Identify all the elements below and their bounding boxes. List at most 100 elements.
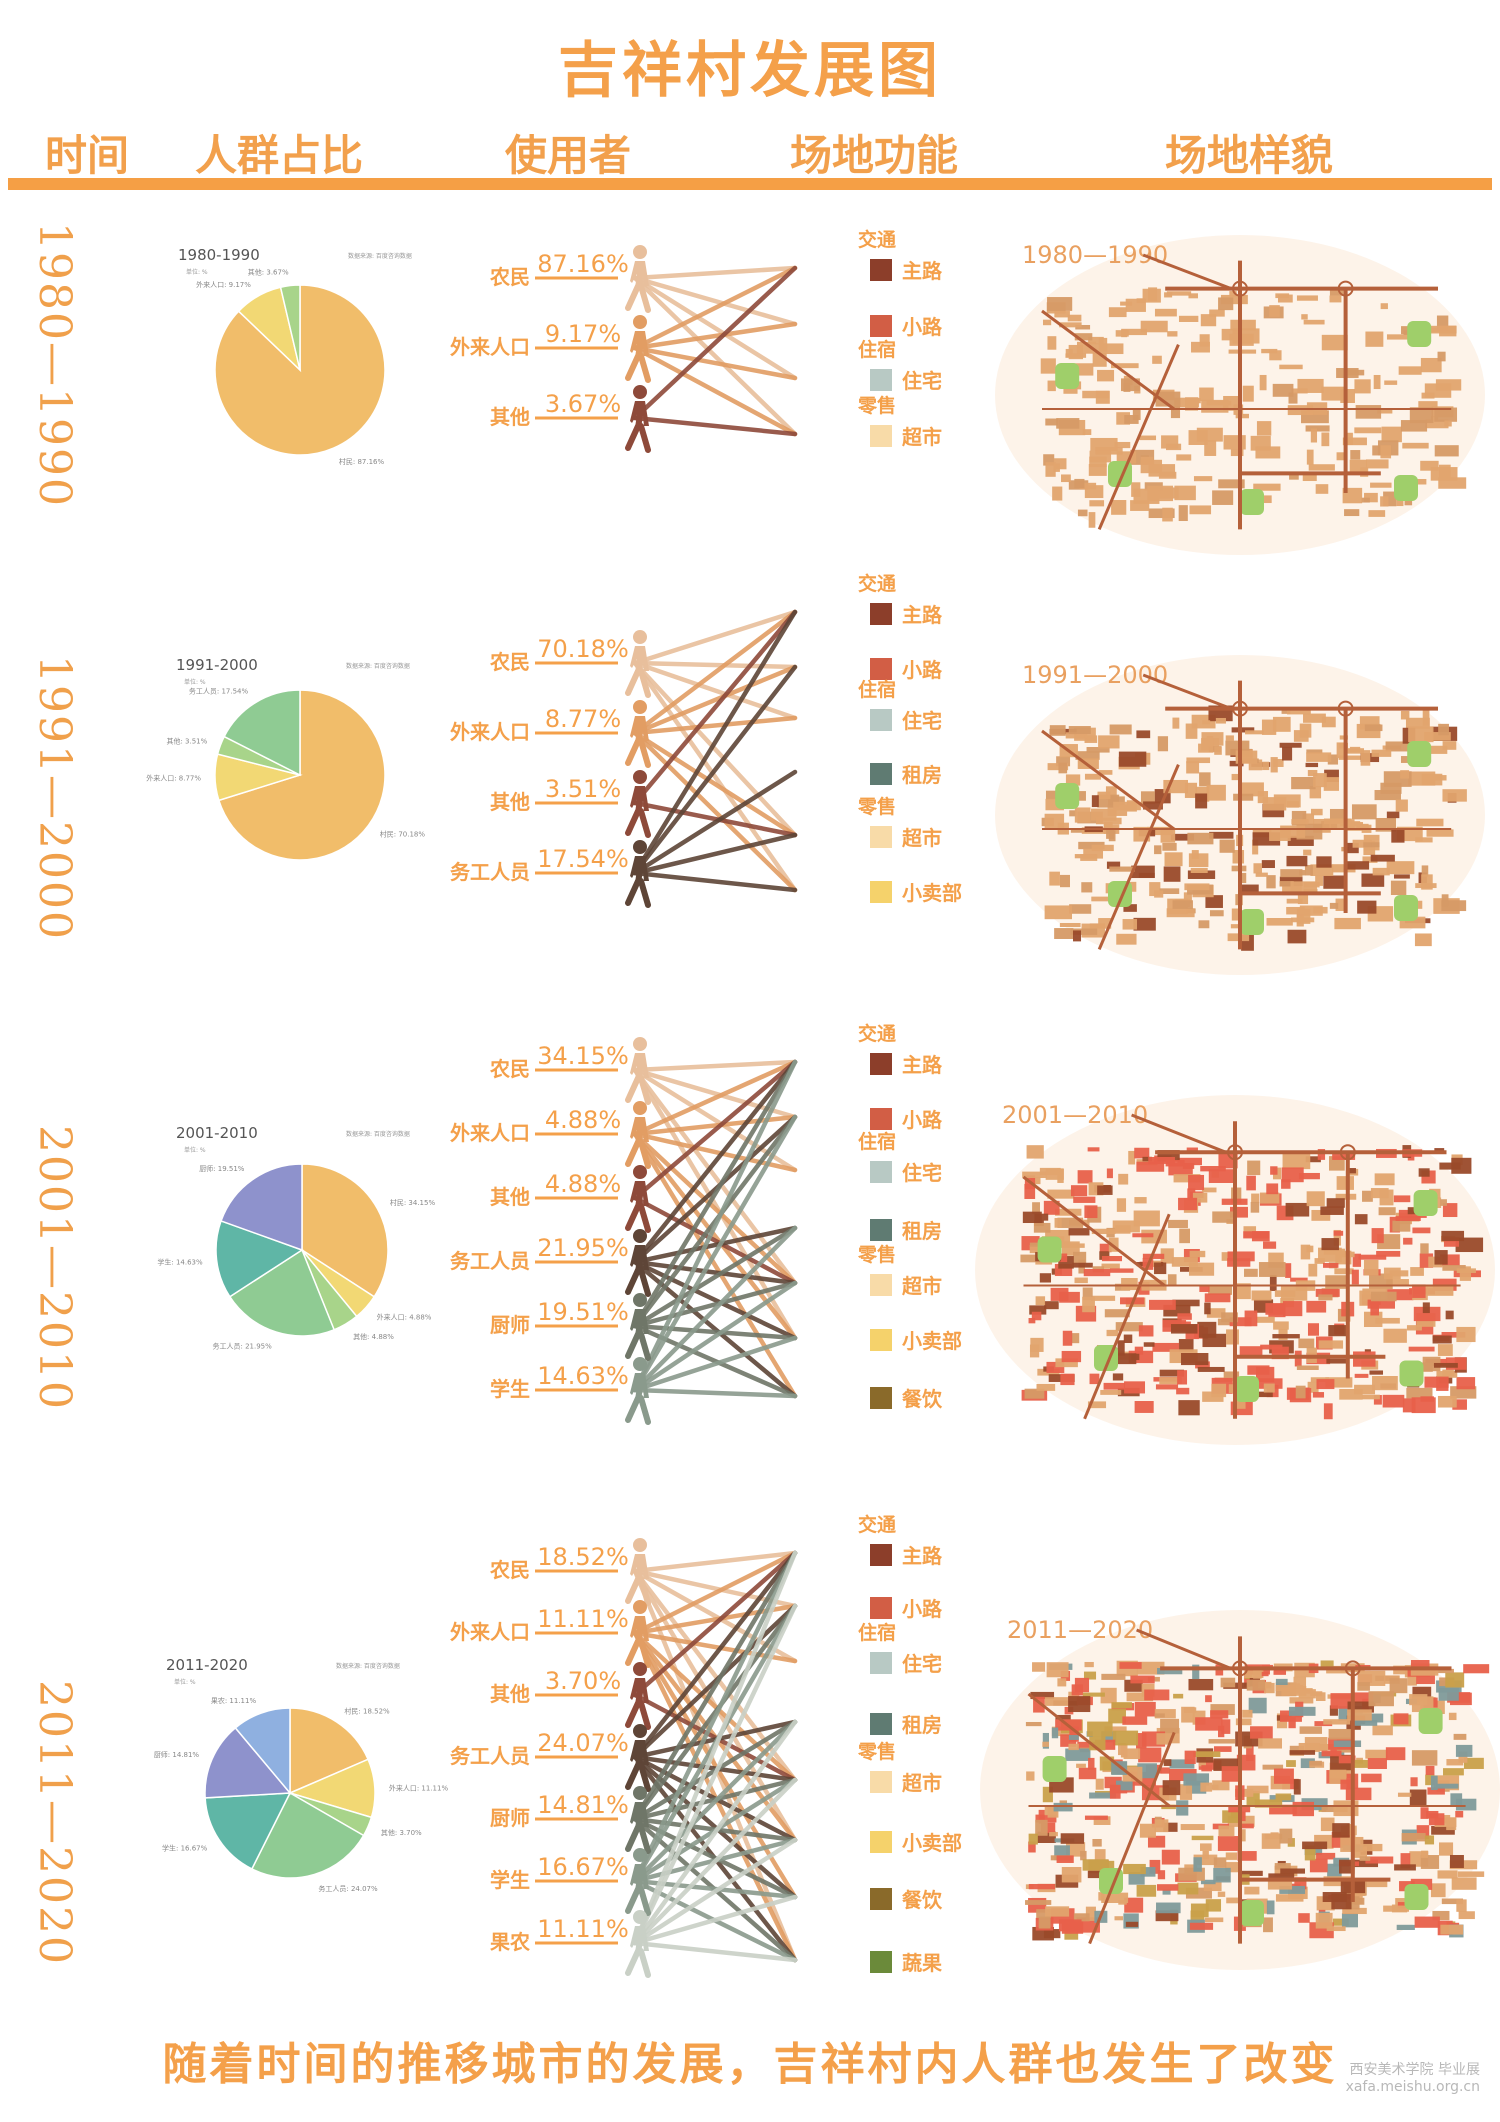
map-building — [1439, 1162, 1461, 1170]
map-building — [1316, 856, 1332, 868]
map-building — [1255, 446, 1281, 459]
map-building — [1315, 1692, 1326, 1701]
map-building — [1083, 1268, 1111, 1277]
map-building — [1246, 1175, 1256, 1191]
map-building — [1260, 1344, 1283, 1350]
map-building — [1197, 1366, 1225, 1372]
map-building — [1157, 1884, 1179, 1891]
map-building — [1296, 295, 1318, 301]
map-building — [1446, 1817, 1457, 1831]
user-row: 农民 34.15% — [489, 1037, 651, 1105]
link-line — [632, 265, 798, 421]
link-line — [632, 1568, 798, 1783]
pie-slice-label: 其他: 4.88% — [353, 1332, 394, 1341]
map-building — [1219, 839, 1235, 853]
person-walking-icon — [625, 1293, 651, 1361]
map-building — [1115, 1780, 1133, 1791]
map-building — [1088, 1757, 1095, 1770]
pie-slice — [234, 1707, 291, 1796]
user-percentage: 70.18% — [537, 635, 629, 663]
map-building — [1028, 1833, 1038, 1845]
map-building — [1251, 1193, 1260, 1203]
map-building — [1427, 1787, 1445, 1795]
map-building — [1079, 482, 1097, 490]
map-building — [1410, 1777, 1418, 1787]
link-line — [632, 1719, 798, 1884]
person-walking-icon — [625, 1229, 651, 1297]
map-building — [1170, 1324, 1198, 1334]
map-building — [1082, 390, 1110, 399]
map-building — [1227, 1251, 1255, 1262]
map-building — [1457, 1871, 1485, 1877]
map-building — [1281, 1167, 1304, 1183]
map-building — [1252, 839, 1259, 855]
map-building — [1154, 845, 1162, 855]
map-building — [1362, 1394, 1380, 1400]
map-building — [1173, 1693, 1184, 1699]
map-building — [1270, 757, 1278, 773]
map-building — [1389, 1678, 1408, 1694]
pie-unit: 单位: % — [174, 1678, 196, 1686]
map-building — [1274, 1863, 1291, 1870]
link-line — [632, 800, 798, 838]
function-group-label: 零售 — [857, 1740, 896, 1763]
user-name: 其他 — [490, 1682, 530, 1706]
map-building — [1261, 348, 1278, 354]
map-building — [1154, 890, 1164, 898]
function-swatch — [870, 1771, 892, 1793]
map-building — [1068, 1228, 1090, 1236]
map-building — [1026, 1771, 1035, 1781]
map-building — [1342, 1907, 1367, 1915]
map-building — [1163, 1822, 1178, 1832]
map-building — [1416, 1362, 1433, 1372]
pie-slice — [215, 1219, 304, 1298]
map-roundabout — [1337, 700, 1354, 717]
map-building — [1107, 804, 1128, 816]
function-group-label: 零售 — [857, 795, 896, 818]
map-building — [1177, 1370, 1188, 1385]
user-percentage: 16.67% — [537, 1853, 629, 1881]
link-line — [632, 1940, 798, 1963]
map-green-space — [1240, 1900, 1264, 1926]
map-building — [1109, 866, 1135, 872]
map-building — [1251, 1231, 1270, 1242]
map-building — [1203, 1882, 1222, 1892]
map-building — [1136, 730, 1151, 739]
map-building — [1371, 1228, 1384, 1244]
header-divider — [8, 178, 1492, 190]
map-building — [1109, 1784, 1121, 1799]
map-building — [1218, 1725, 1225, 1738]
map-building — [1139, 435, 1157, 441]
link-line — [632, 1059, 798, 1137]
map-building — [1209, 831, 1234, 839]
map-building — [1313, 773, 1327, 788]
function-swatch — [870, 1888, 892, 1910]
map-building — [1049, 725, 1066, 736]
link-line — [632, 1225, 798, 1393]
map-building — [1430, 1775, 1438, 1791]
map-building — [1303, 713, 1326, 723]
map-building — [1458, 1751, 1468, 1763]
map-building — [1357, 900, 1377, 914]
map-diagonal-road — [1142, 673, 1232, 711]
map-building — [1394, 1864, 1416, 1871]
user-name: 外来人口 — [450, 335, 530, 359]
map-building — [1456, 1377, 1476, 1390]
map-building — [1340, 1779, 1351, 1790]
function-label: 小卖部 — [902, 1831, 962, 1855]
map-building — [1438, 1687, 1459, 1701]
map-building — [1450, 1386, 1477, 1399]
map-building — [1262, 797, 1287, 811]
map-building — [1123, 1863, 1146, 1875]
map-building — [1312, 1392, 1325, 1398]
user-row: 其他 3.70% — [490, 1662, 651, 1730]
map-building — [1229, 1317, 1252, 1327]
map-building — [1342, 437, 1367, 446]
link-line — [632, 609, 798, 806]
map-building — [1325, 1275, 1349, 1289]
link-line — [632, 1114, 798, 1393]
map-building — [1288, 392, 1298, 404]
map-building — [1326, 1926, 1346, 1932]
map-building — [1189, 505, 1212, 515]
